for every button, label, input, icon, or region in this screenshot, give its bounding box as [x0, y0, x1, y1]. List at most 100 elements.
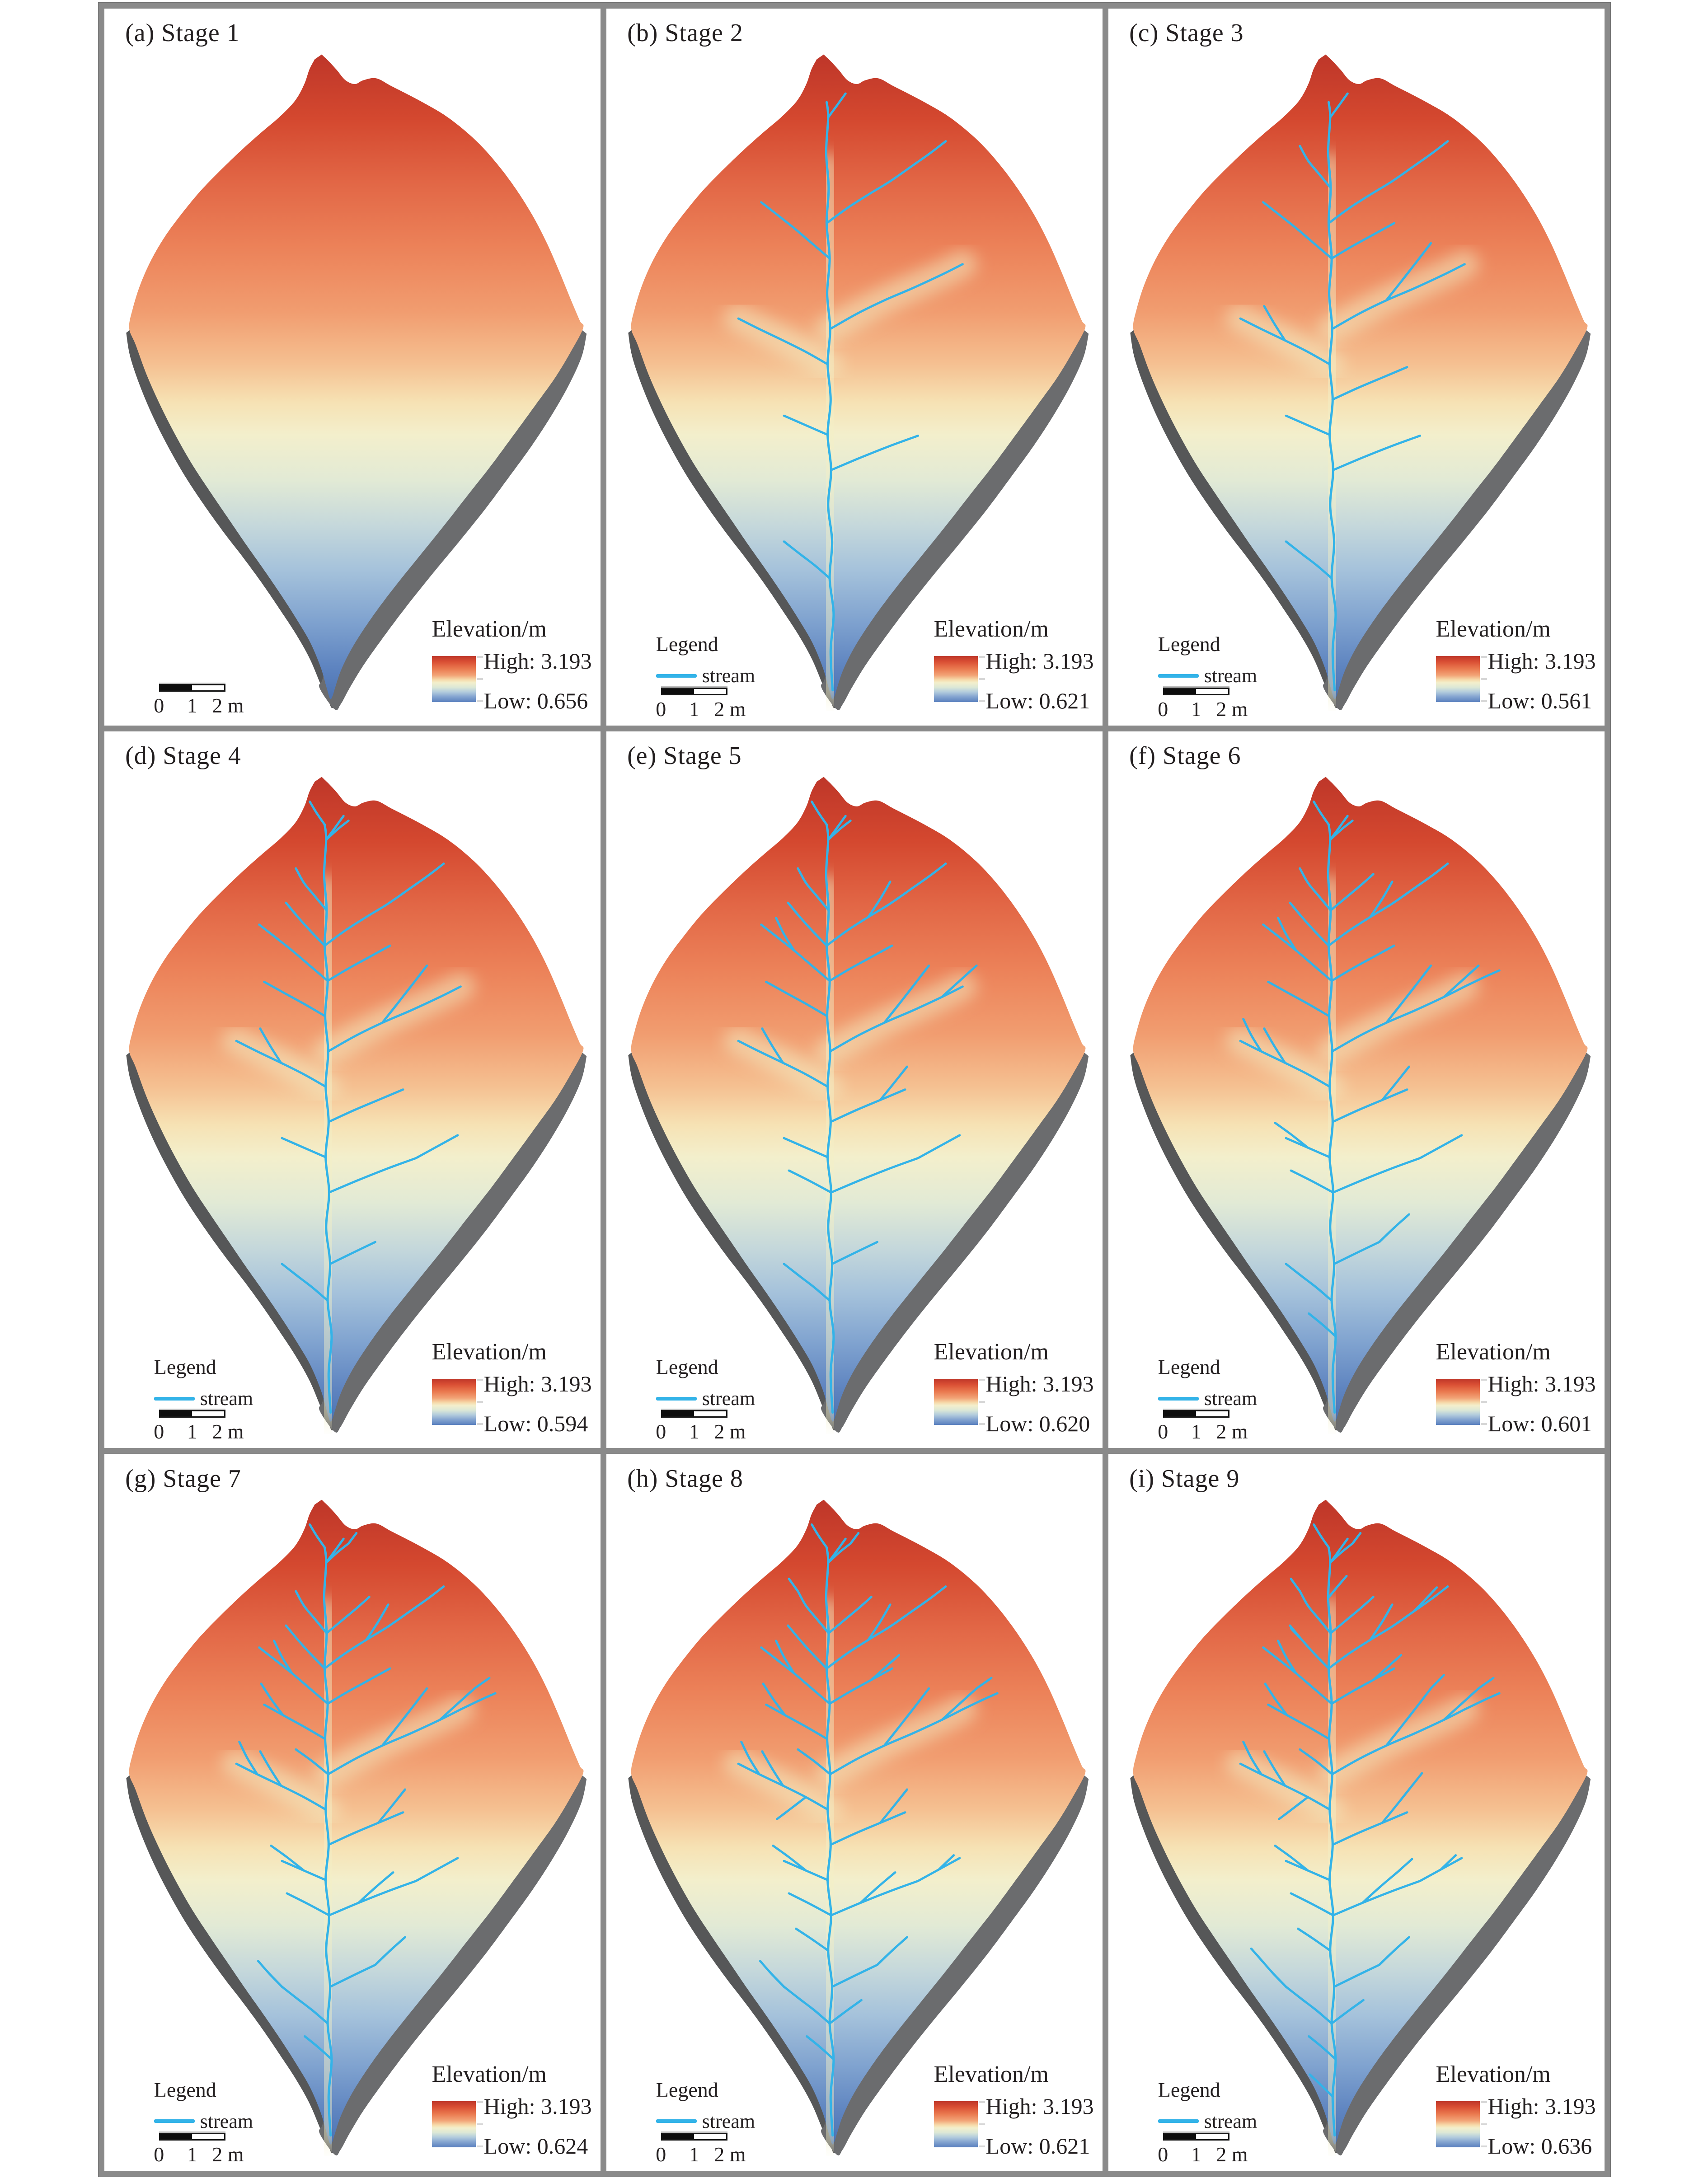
terrain-surface [631, 54, 1086, 699]
stream-polyline [1274, 1122, 1309, 1149]
stream-polyline [1329, 873, 1375, 912]
stream-polyline [879, 1065, 908, 1101]
scale-bar: 0 1 2 m [1158, 1410, 1248, 1445]
stream-polyline [327, 1088, 404, 1124]
stream-polyline [765, 1703, 829, 1740]
elevation-ramp [934, 2101, 978, 2148]
ramp-tick [1480, 2101, 1487, 2103]
terrain-surface [129, 1499, 584, 2145]
elevation-title: Elevation/m [934, 1339, 1049, 1365]
stream-polyline [1276, 917, 1297, 952]
stream-polyline [787, 1624, 828, 1670]
stream-polyline [1329, 820, 1354, 841]
stream-polyline [1285, 1986, 1333, 2025]
ramp-tick [978, 1401, 985, 1403]
scale-tick-1: 1 [1191, 1420, 1201, 1443]
stream-polyline [1263, 1027, 1286, 1064]
ramp-tick [1480, 700, 1487, 702]
elevation-high-label: High: 3.193 [483, 2094, 592, 2119]
stream-polyline [295, 867, 328, 912]
scale-tick-0: 0 [1158, 697, 1168, 721]
stream-polyline [788, 1578, 799, 1593]
stream-polyline [883, 965, 930, 1024]
terrain-surface [1133, 777, 1588, 1422]
elevation-high-label: High: 3.193 [483, 648, 592, 674]
elevation-low-label: Low: 0.561 [1487, 688, 1592, 713]
stream-polyline [1369, 881, 1394, 918]
scale-bar: 0 1 2 m [656, 687, 746, 722]
stream-polyline [1308, 1312, 1337, 1338]
stream-polyline [876, 1936, 908, 1966]
scale-tick-1: 1 [187, 693, 197, 717]
stage-panel: (c) Stage 3 Legend stream 0 1 2 m Elevat… [1108, 9, 1605, 726]
terrain-map [104, 1468, 601, 2156]
stream-polyline [323, 1585, 445, 1670]
ramp-tick [978, 678, 985, 680]
stream-polyline [326, 1667, 391, 1705]
ramp-tick [476, 1423, 483, 1425]
scale-bar-fill [160, 2134, 192, 2139]
stream-polyline [975, 1677, 993, 1690]
scale-tick-2: 2 m [714, 1420, 746, 1443]
scale-tick-0: 0 [154, 693, 164, 717]
stream-polyline [1299, 867, 1332, 912]
stream-polyline [1463, 1692, 1501, 1711]
stream-polyline [830, 1157, 920, 1194]
stream-polyline [1267, 981, 1331, 1017]
stream-label: stream [1204, 665, 1258, 687]
ramp-tick [476, 1378, 483, 1381]
ramp-tick [1480, 2146, 1487, 2148]
stream-polyline [1361, 1871, 1398, 1904]
stream-label: stream [702, 665, 755, 687]
stream-polyline [859, 1871, 896, 1904]
ramp-tick [476, 2101, 483, 2103]
terrain-map [1108, 23, 1605, 711]
stream-polyline [1327, 862, 1449, 947]
elevation-low-label: Low: 0.656 [483, 688, 588, 713]
stream-polyline [783, 1137, 829, 1159]
elevation-high-label: High: 3.193 [985, 648, 1094, 674]
stream-polyline [1313, 801, 1330, 826]
terrain-surface [129, 777, 584, 1422]
stream-label: stream [1204, 1387, 1258, 1410]
scale-bar-track [1163, 2132, 1229, 2141]
panel-label: (g) Stage 7 [125, 1464, 241, 1493]
stream-polyline [774, 917, 795, 952]
stream-polyline [357, 1871, 394, 1904]
stream-polyline [1290, 1892, 1334, 1916]
terrain-surface [631, 1499, 1086, 2145]
stream-polyline [304, 2035, 333, 2061]
elevation-title: Elevation/m [934, 616, 1049, 642]
stream-label: stream [200, 1387, 253, 1410]
panel-label: (h) Stage 8 [627, 1464, 743, 1493]
stream-polyline [774, 1640, 795, 1675]
scale-tick-1: 1 [187, 2142, 197, 2166]
stream-polyline [1378, 1936, 1410, 1966]
elevation-high-label: High: 3.193 [483, 1371, 592, 1396]
ramp-tick [978, 700, 985, 702]
elevation-legend: Elevation/m High: 3.193 Low: 0.636 [1436, 2061, 1602, 2159]
scale-bar-track [159, 1410, 225, 1418]
elevation-legend: Elevation/m High: 3.193 Low: 0.621 [934, 2061, 1100, 2159]
elevation-low-label: Low: 0.621 [985, 2133, 1090, 2159]
stream-legend: Legend stream [656, 632, 755, 687]
stream-line-swatch [1158, 674, 1199, 678]
stream-line-swatch [656, 674, 697, 678]
legend-title: Legend [1158, 632, 1220, 656]
scale-bar-fill [160, 685, 192, 690]
terrain-surface [1133, 1499, 1588, 2145]
stream-polyline [1333, 1963, 1381, 1988]
stream-polyline [1262, 201, 1333, 260]
stage-panel: (f) Stage 6 Legend stream 0 1 2 m Elevat… [1108, 731, 1605, 1448]
legend-title: Legend [656, 2078, 718, 2101]
stream-polyline [1331, 365, 1408, 401]
stream-polyline [1330, 944, 1395, 982]
stream-polyline [788, 1169, 832, 1194]
ramp-tick [1480, 656, 1487, 658]
stream-polyline [1308, 2035, 1337, 2061]
stream-polyline [1278, 1796, 1309, 1820]
elevation-legend: Elevation/m High: 3.193 Low: 0.594 [432, 1339, 598, 1437]
elevation-legend: Elevation/m High: 3.193 Low: 0.561 [1436, 616, 1602, 714]
stream-polyline [1309, 2073, 1334, 2098]
stream-polyline [381, 1687, 428, 1747]
